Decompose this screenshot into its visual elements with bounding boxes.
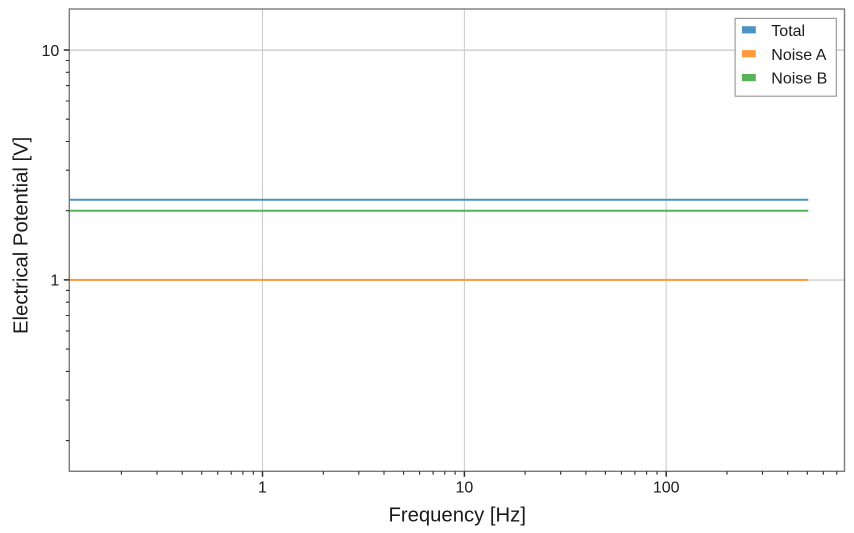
svg-text:100: 100 [653,480,680,497]
svg-text:10: 10 [456,480,474,497]
svg-text:1: 1 [258,480,267,497]
svg-text:Total: Total [771,23,805,40]
svg-text:10: 10 [42,43,60,60]
svg-text:Frequency [Hz]: Frequency [Hz] [388,504,526,526]
svg-text:Electrical Potential [V]: Electrical Potential [V] [11,137,33,334]
svg-text:1: 1 [50,273,59,290]
svg-text:Noise B: Noise B [771,71,827,88]
svg-text:Noise A: Noise A [771,47,826,64]
